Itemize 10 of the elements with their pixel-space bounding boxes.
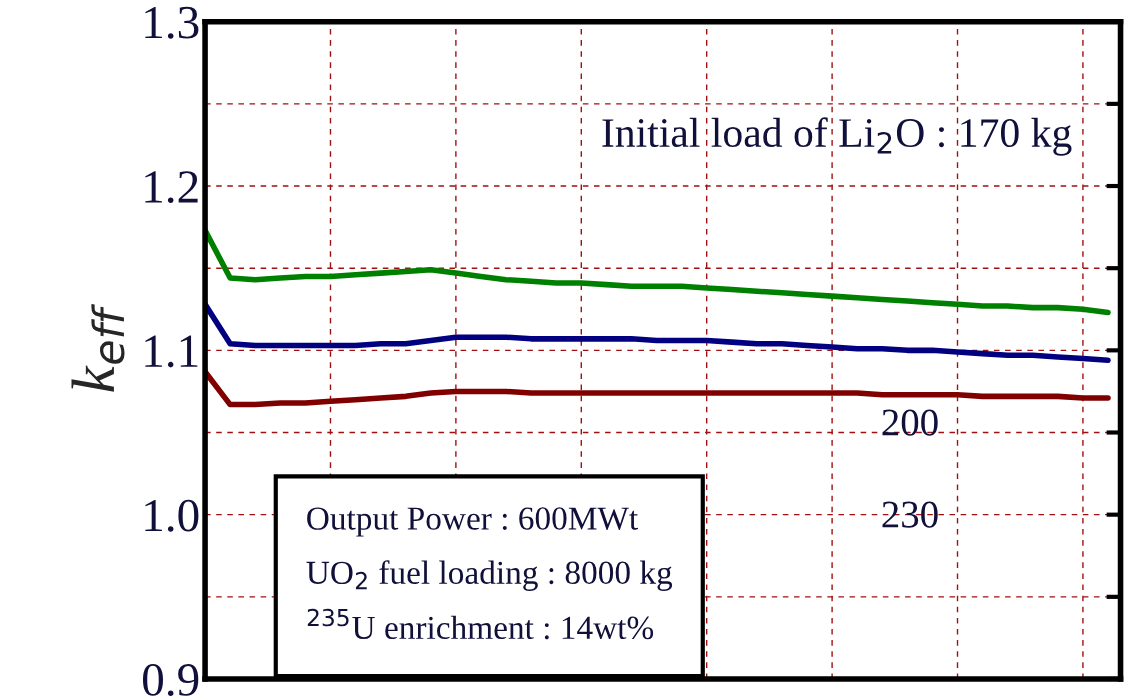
annotation: 230 [882,501,938,528]
annotation: Output Power : 600MWt UO$_{2}$ fuel loading : 8000 kg $^{235}$U enrichment : 14wt% [306,507,673,640]
annotation: 200 [882,409,938,436]
y-tick-label: 1.1 [145,335,198,368]
y-tick-label: 1.3 [145,6,199,39]
y-axis-title: k$_{eff}$ [71,303,125,392]
y-tick-label: 1.0 [145,499,199,532]
y-tick-label: 1.2 [145,171,198,204]
annotation: Initial load of Li$_{2}$O : 170 kg [602,117,1072,156]
y-tick-label: 0.9 [142,663,199,697]
